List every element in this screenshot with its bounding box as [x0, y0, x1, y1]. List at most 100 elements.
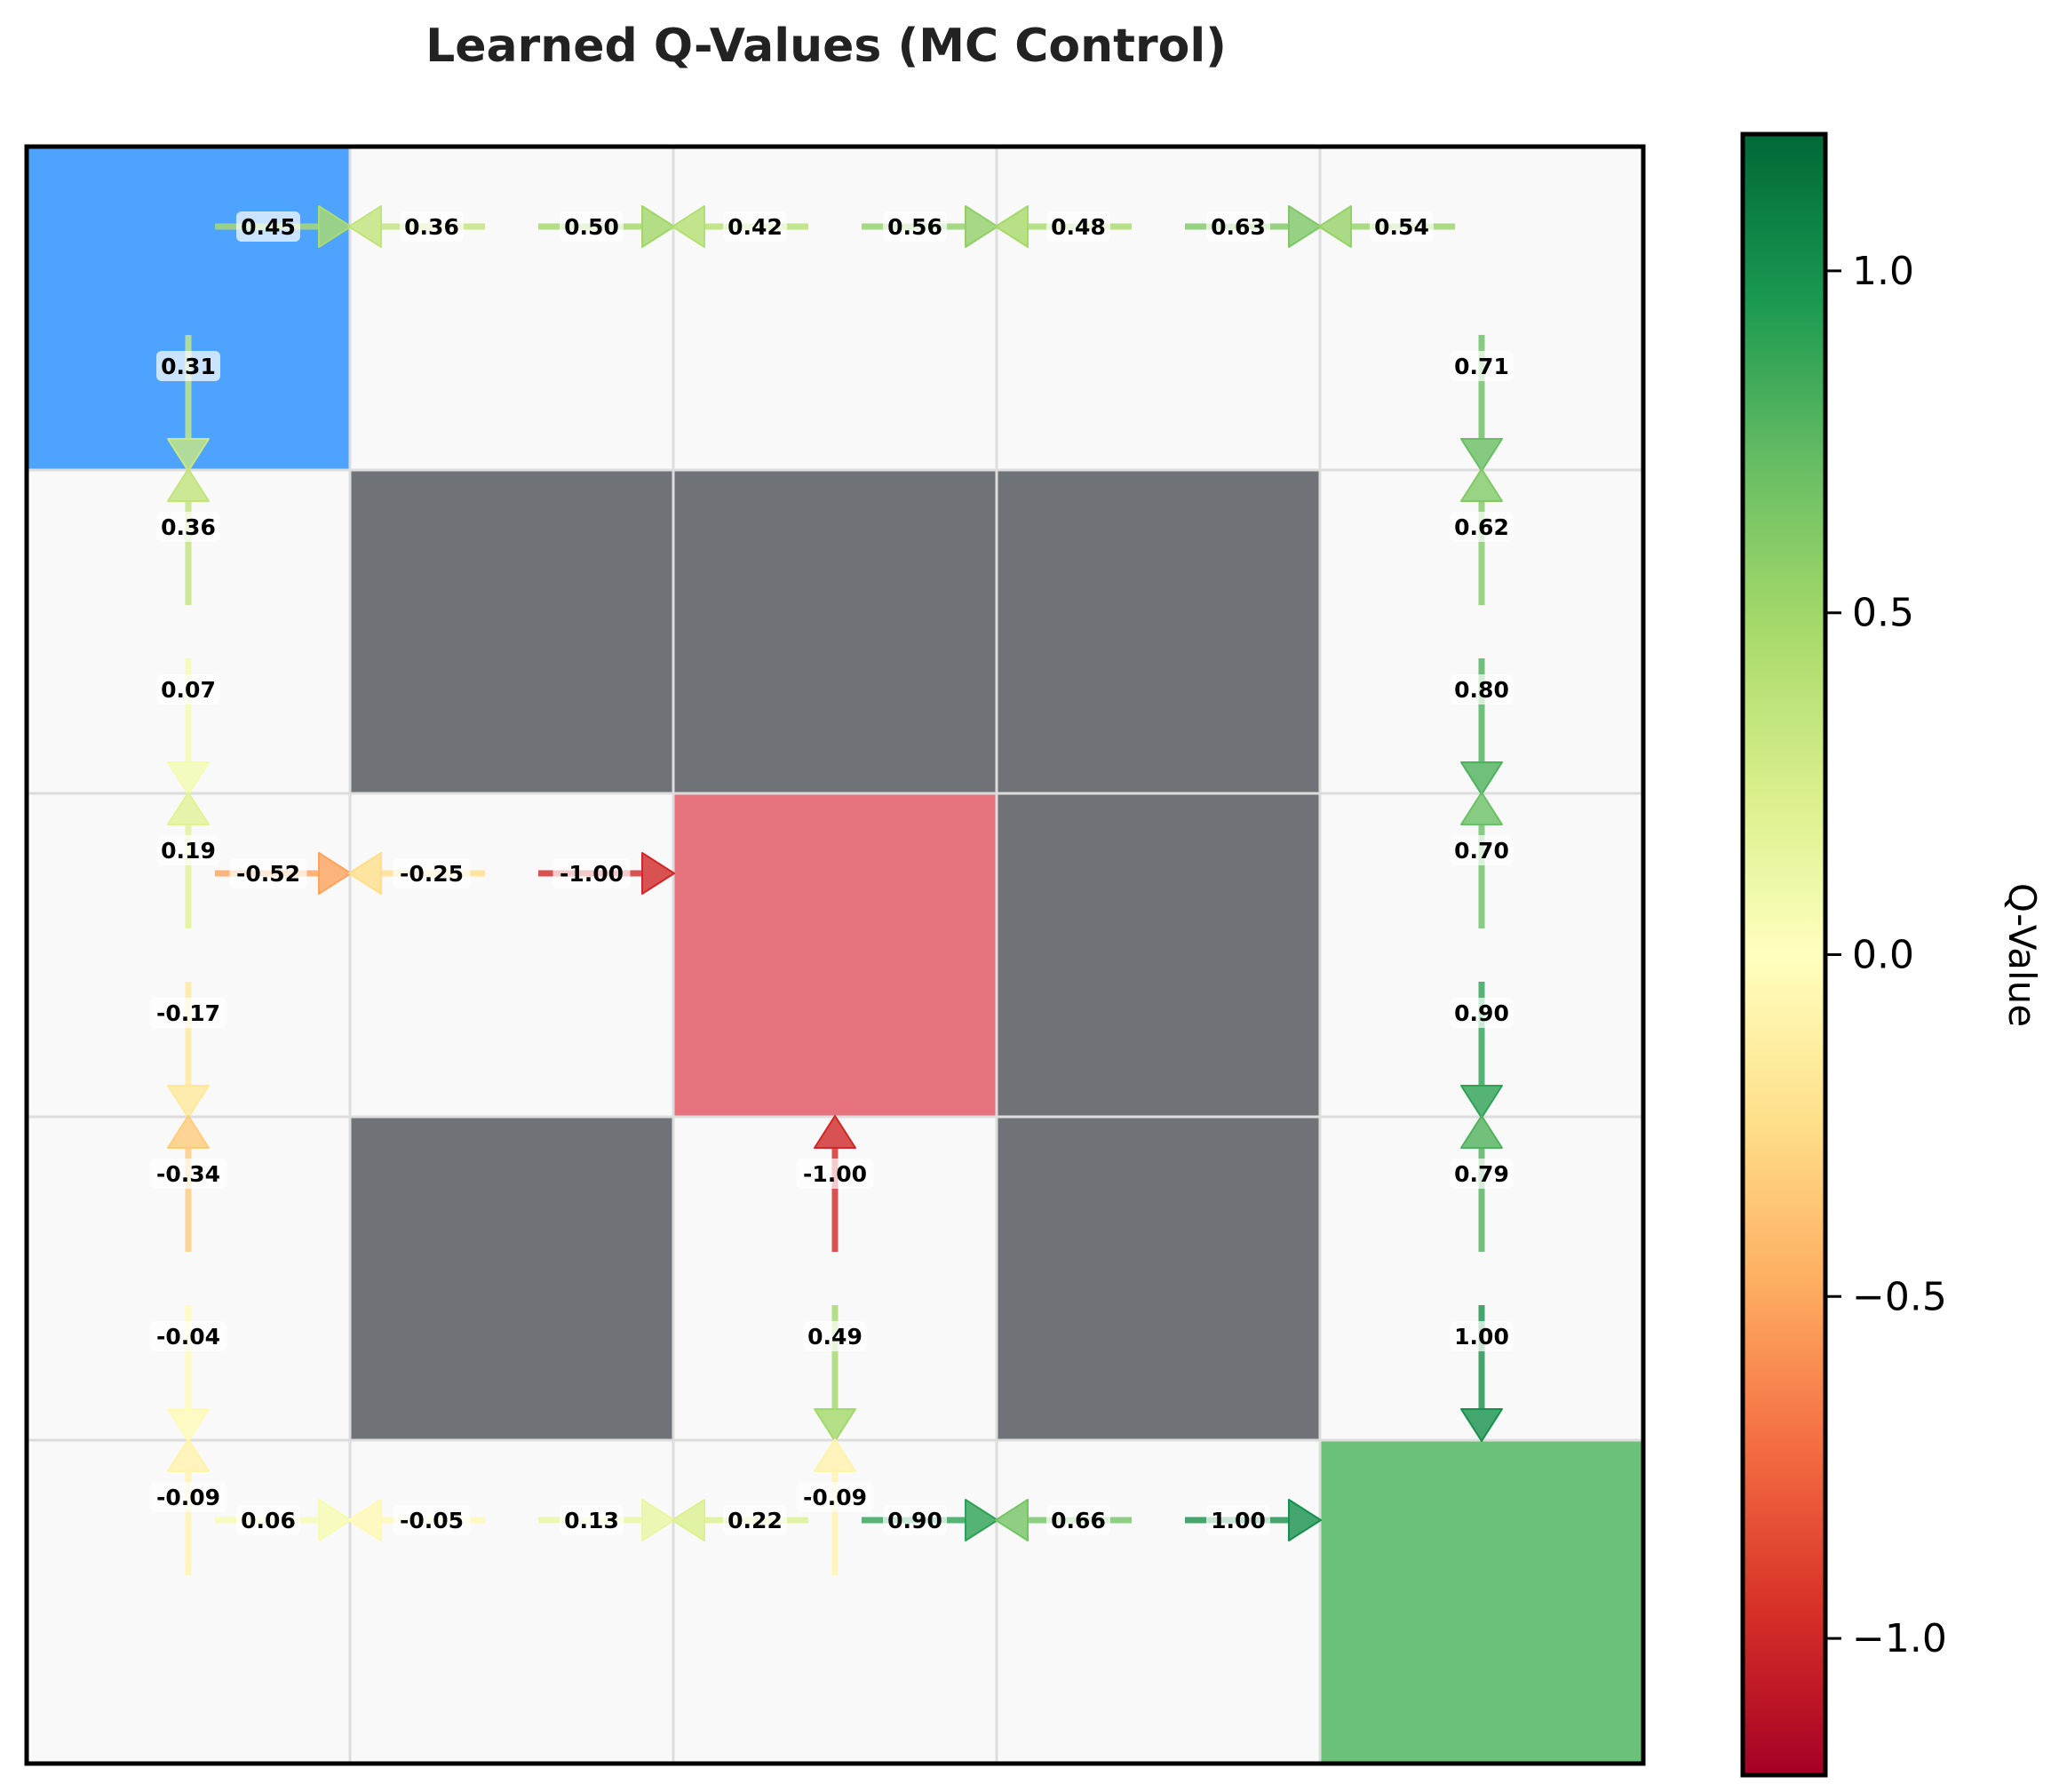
q-value-label-bg	[236, 211, 300, 242]
q-value-label: 0.36	[404, 214, 459, 240]
q-arrow-head	[167, 1085, 210, 1119]
q-arrow-head	[965, 205, 998, 248]
q-arrow-head	[167, 1408, 210, 1442]
q-arrow-head	[167, 468, 210, 502]
q-arrow-head	[167, 761, 210, 795]
grid-cell-empty	[995, 145, 1322, 472]
grid-cell-empty	[348, 1438, 675, 1765]
q-value-label: -1.00	[560, 861, 624, 887]
q-value-label: 0.45	[241, 214, 296, 240]
q-arrow-right: 0.90	[862, 1499, 998, 1541]
q-arrow-right: 0.63	[1185, 205, 1322, 248]
chart-title: Learned Q-Values (MC Control)	[425, 20, 1227, 73]
q-value-label-bg	[1450, 1321, 1514, 1351]
q-value-label-bg	[552, 858, 631, 888]
q-value-label-bg	[1450, 512, 1514, 542]
q-arrow-left: -0.25	[348, 852, 485, 895]
q-value-label-bg	[393, 858, 471, 888]
colorbar-ticks: 1.0 0.5 0.0 −0.5 −1.0	[1825, 249, 1947, 1661]
grid-cell-empty	[995, 1438, 1322, 1765]
q-arrow-up: 0.79	[1450, 1115, 1514, 1252]
colorbar: 1.0 0.5 0.0 −0.5 −1.0 Q-Value	[1740, 131, 2044, 1778]
q-arrow-head	[1460, 438, 1503, 472]
q-value-label: 1.00	[1454, 1324, 1509, 1350]
q-arrow-head	[672, 205, 705, 248]
grid-cell-wall	[348, 1115, 675, 1442]
q-arrow-left: 0.36	[348, 205, 485, 248]
q-value-label-bg	[883, 1505, 947, 1535]
grid-cell-wall	[995, 468, 1322, 795]
q-value-label-bg	[883, 211, 947, 242]
q-arrow-head	[641, 205, 675, 248]
q-value-label: 1.00	[1211, 1508, 1266, 1533]
q-value-label: 0.36	[161, 514, 216, 540]
q-value-label: 0.54	[1374, 214, 1429, 240]
q-value-label: 0.07	[161, 677, 216, 703]
q-value-label-bg	[156, 512, 220, 542]
q-arrow-right: -1.00	[538, 852, 675, 895]
q-value-label: 0.66	[1051, 1508, 1106, 1533]
q-arrow-head	[641, 1499, 675, 1541]
q-arrow-right: 0.06	[215, 1499, 352, 1541]
q-value-label-bg	[723, 211, 787, 242]
q-arrow-head	[1460, 1085, 1503, 1119]
q-arrow-head	[318, 852, 352, 895]
q-value-label: 0.90	[887, 1508, 942, 1533]
q-arrow-up: 0.62	[1450, 468, 1514, 605]
q-value-label-bg	[560, 1505, 624, 1535]
q-arrow-down: 0.07	[156, 658, 220, 795]
q-value-label: -0.25	[400, 861, 464, 887]
q-value-label-bg	[803, 1321, 867, 1351]
q-value-label-bg	[1046, 211, 1110, 242]
q-arrow-head	[1460, 792, 1503, 825]
q-value-label-bg	[1370, 211, 1434, 242]
q-arrow-right: 0.45	[215, 205, 352, 248]
q-arrow-head	[1288, 205, 1322, 248]
q-arrow-right: -0.52	[215, 852, 352, 895]
q-value-label: -0.52	[236, 861, 300, 887]
q-arrow-up: 0.19	[156, 792, 220, 928]
q-arrow-down: 0.49	[803, 1305, 867, 1442]
grid-cell-goal	[1318, 1438, 1645, 1765]
grid-cell-empty	[672, 145, 998, 472]
q-value-label: 0.31	[161, 354, 216, 379]
q-value-label-bg	[400, 211, 464, 242]
colorbar-gradient	[1740, 131, 1828, 1778]
grid-cell-empty	[348, 145, 675, 472]
q-value-label: 0.62	[1454, 514, 1509, 540]
colorbar-tick-label: −1.0	[1852, 1616, 1947, 1661]
grid-cell-trap	[672, 792, 998, 1119]
q-arrow-head	[348, 1499, 382, 1541]
q-value-label: 0.56	[887, 214, 942, 240]
q-value-label: 0.13	[564, 1508, 619, 1533]
q-value-label-bg	[149, 1159, 227, 1189]
q-arrow-head	[1460, 1115, 1503, 1149]
q-value-label-bg	[236, 1505, 300, 1535]
q-value-label-bg	[1450, 351, 1514, 381]
q-arrow-left: 0.48	[995, 205, 1132, 248]
q-arrow-head	[167, 438, 210, 472]
q-value-label-bg	[149, 1321, 227, 1351]
q-value-label: 0.71	[1454, 354, 1509, 379]
q-value-label-bg	[560, 211, 624, 242]
grid-frame	[24, 144, 1646, 1766]
q-arrow-up: -0.34	[149, 1115, 227, 1252]
q-arrow-right: 0.50	[538, 205, 675, 248]
q-arrow-head	[348, 852, 382, 895]
q-value-label: -0.09	[156, 1485, 220, 1510]
q-arrow-down: 1.00	[1450, 1305, 1514, 1442]
q-arrow-down: -0.17	[149, 982, 227, 1119]
q-value-label-bg	[156, 674, 220, 705]
q-value-label: 0.70	[1454, 838, 1509, 864]
q-arrow-down: -0.04	[149, 1305, 227, 1442]
q-arrow-head	[167, 792, 210, 825]
q-value-label: 0.90	[1454, 1000, 1509, 1026]
q-value-label-bg	[156, 835, 220, 865]
colorbar-tick-label: 1.0	[1852, 249, 1914, 294]
q-arrow-right: 0.56	[862, 205, 998, 248]
q-arrow-head	[672, 1499, 705, 1541]
q-value-label: 0.42	[727, 214, 783, 240]
q-value-label-bg	[1450, 998, 1514, 1028]
q-arrow-head	[814, 1438, 856, 1472]
grid-cell-wall	[348, 468, 675, 795]
